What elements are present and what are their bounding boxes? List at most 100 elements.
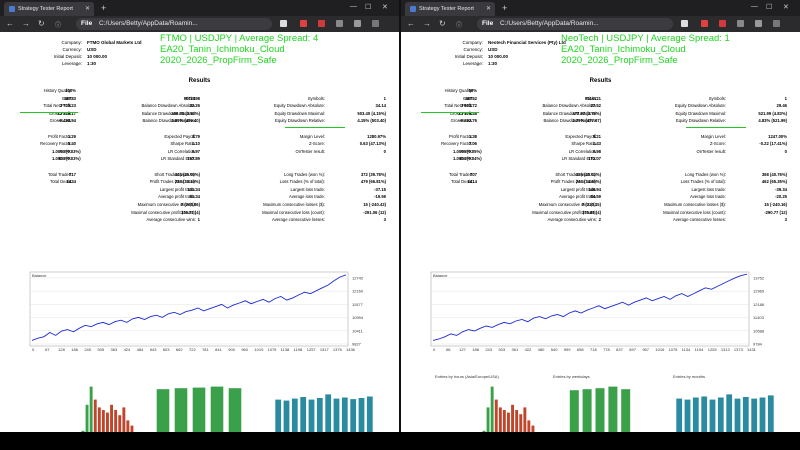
x-tick-label: 599 [564,347,571,352]
favorites-icon[interactable] [737,20,744,27]
histogram-bar [130,425,134,432]
collections-icon[interactable] [354,20,361,27]
stat-value: 3 [784,217,787,223]
x-tick-label: 841 [215,347,222,352]
histogram-bar [126,420,130,432]
histogram-bar [308,399,315,432]
tab-strategy-tester-report[interactable]: Strategy Tester Report ✕ [405,2,495,16]
stat-label: Total Trades: [48,171,72,177]
stat-label: Loss Trades (% of total): [279,179,325,185]
stat-value: 3 [383,217,386,223]
histogram-bar [595,388,605,432]
stat-value: 38783 [64,95,76,101]
chart-frame [29,271,349,347]
results-title: Results [589,78,612,84]
y-tick-label: 12742 [352,276,364,281]
histogram-bar [701,396,708,432]
minimize-icon[interactable]: — [751,3,758,10]
balance-legend: Balance [433,273,448,278]
x-tick-label: 0 [32,347,35,352]
stat-value: -37.15 [374,186,386,192]
highlight-underline [285,127,345,128]
stat-label: Equity Drawdown Maximal: [274,110,326,116]
histogram-bar [767,395,774,432]
refresh-icon[interactable]: ↻ [439,19,446,28]
x-tick-label: 1431 [747,347,757,352]
y-tick-label: 12969 [753,289,765,294]
stat-value: 238 (33.19%) [174,179,200,185]
y-tick-label: 12186 [753,302,765,307]
stat-label: Total Net Profit: [43,103,72,109]
shield-icon[interactable] [681,20,688,27]
close-tab-icon[interactable]: ✕ [485,6,491,12]
stat-label: Short Trades (won %): [154,171,196,177]
histogram-bar [519,414,523,432]
maximize-icon[interactable]: ☐ [766,4,773,11]
info-icon[interactable]: ⓘ [456,23,463,29]
stat-label: Ticks: [586,95,597,101]
stat-value: 2 720.23 [59,103,76,109]
extension-icon[interactable] [719,20,726,27]
forward-icon[interactable]: → [22,19,30,28]
menu-icon[interactable] [773,20,780,27]
favorites-icon[interactable] [336,20,343,27]
tab-strategy-tester-report[interactable]: Strategy Tester Report ✕ [4,2,94,16]
new-tab-icon[interactable]: + [101,3,107,13]
refresh-icon[interactable]: ↻ [38,19,45,28]
histogram-month: Entries by monthsJanFebMarAprMayJunJulAu… [673,374,774,432]
histogram-title: Entries by months [673,374,705,379]
histogram-bar [283,400,290,432]
histogram-bar [515,410,519,432]
stat-value: 1280.97% [367,133,386,139]
stat-value: 27.52 [590,103,601,109]
stat-value: 7 (265.56) [180,202,200,207]
histogram-bar [676,398,683,432]
stat-value: 13 375.48 [458,110,477,116]
stat-label: Maximal consecutive loss (count): [663,209,726,215]
x-tick-label: 303 [498,347,505,352]
pdf-icon[interactable] [701,20,708,27]
histogram-bar [692,397,699,432]
x-tick-label: 1313 [721,347,731,352]
overlay-caption-line: FTMO | USDJPY | Average Spread: 4 [160,33,319,44]
shield-icon[interactable] [280,20,287,27]
menu-icon[interactable] [372,20,379,27]
histogram-bar [174,388,188,432]
x-tick-label: 66 [446,347,451,352]
info-icon[interactable]: ⓘ [55,23,62,29]
pdf-icon[interactable] [300,20,307,27]
minimize-icon[interactable]: — [350,3,357,10]
page-icon [410,6,416,12]
url-field[interactable]: File C:/Users/Betty/AppData/Roamin... [477,18,673,30]
stat-value: 1 [383,95,386,101]
stat-value: 2 [598,217,601,223]
back-icon[interactable]: ← [6,19,14,28]
balance-curve [432,273,748,341]
stat-label: Equity Drawdown Maximal: [675,110,727,116]
maximize-icon[interactable]: ☐ [365,4,372,11]
x-tick-label: 243 [485,347,492,352]
url-field[interactable]: File C:/Users/Betty/AppData/Roamin... [76,18,272,30]
extension-icon[interactable] [318,20,325,27]
stat-value: 1247.00% [768,133,787,139]
balance-chart: Balance 12742 12160 11577 10994 10411 9827 0 67 1… [29,271,364,352]
histogram-bar [210,386,224,432]
close-window-icon[interactable]: ✕ [783,4,789,11]
close-window-icon[interactable]: ✕ [382,4,388,11]
stat-label: Equity Drawdown Absolute: [675,103,726,109]
forward-icon[interactable]: → [423,19,431,28]
new-tab-icon[interactable]: + [502,3,508,13]
back-icon[interactable]: ← [407,19,415,28]
stat-label: History Quality: [43,88,72,93]
close-tab-icon[interactable]: ✕ [84,6,90,12]
x-tick-label: 1134 [682,347,691,352]
histogram-bar [498,407,502,432]
collections-icon[interactable] [755,20,762,27]
stat-value: 0.98 [592,148,601,154]
x-tick-label: 543 [150,347,157,352]
y-tick-label: 12160 [352,289,364,294]
histogram-bar [531,425,535,432]
histogram-week: Entries by weekdaysSunMonTueWedThuFriSat [553,374,631,432]
stat-label: Average consecutive wins: [547,217,597,223]
stat-label: Gross Profit: [449,110,473,116]
